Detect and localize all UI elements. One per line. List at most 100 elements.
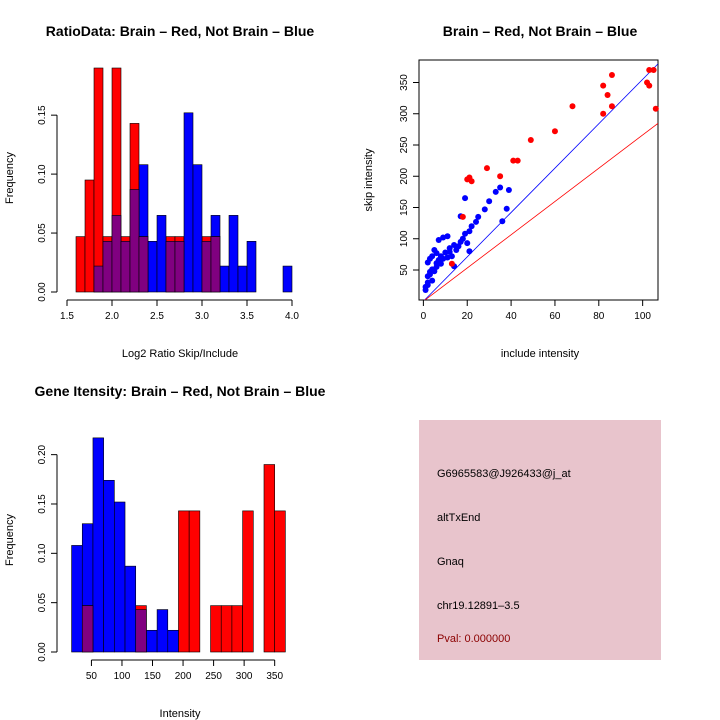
brain-point xyxy=(483,165,490,172)
brain-point xyxy=(468,178,475,185)
ratio-notbrain-bar xyxy=(192,164,203,293)
ratio-overlap-bar xyxy=(111,215,122,293)
not-brain-point xyxy=(446,245,453,252)
not-brain-point xyxy=(429,277,436,284)
ratio-notbrain-bar xyxy=(147,241,158,293)
brain-point xyxy=(646,82,653,89)
ratio-notbrain-bar xyxy=(219,265,230,293)
not-brain-point xyxy=(499,218,506,225)
ratio-notbrain-bar xyxy=(210,215,221,237)
ratio-overlap-bar xyxy=(102,241,113,293)
ratio-y-tick-label: 0.15 xyxy=(37,105,48,125)
ratio-overlap-bar xyxy=(120,241,131,293)
brain-point xyxy=(510,157,517,164)
scatter-x-tick-label: 100 xyxy=(634,311,651,322)
probe-id: G6965583@J926433@j_at xyxy=(437,468,571,480)
brain-point xyxy=(652,105,659,112)
brain-point xyxy=(604,92,611,98)
ratio-notbrain-bar xyxy=(237,265,248,293)
ratio-histogram-bars xyxy=(75,67,293,293)
intensity-brain-bar xyxy=(210,605,222,653)
scatter-ylabel: skip intensity xyxy=(363,148,375,211)
not-brain-fit-line xyxy=(424,63,658,300)
intensity-histogram-ylabel: Frequency xyxy=(4,514,16,566)
info-panel: G6965583@J926433@j_at altTxEnd Gnaq chr1… xyxy=(419,420,661,660)
scatter-y-tick-label: 100 xyxy=(399,230,410,247)
scatter-title: Brain – Red, Not Brain – Blue xyxy=(443,23,638,39)
not-brain-point xyxy=(503,205,510,212)
intensity-y-tick-label: 0.05 xyxy=(37,592,48,612)
not-brain-point xyxy=(486,198,493,205)
intensity-histogram: Gene Itensity: Brain – Red, Not Brain – … xyxy=(4,383,326,720)
not-brain-point xyxy=(492,188,499,195)
not-brain-point xyxy=(429,253,436,260)
ratio-overlap-bar xyxy=(201,241,212,293)
info-panel-background xyxy=(419,420,661,660)
intensity-y-tick-label: 0.00 xyxy=(37,642,48,662)
not-brain-point xyxy=(464,240,471,247)
intensity-x-tick-label: 100 xyxy=(114,671,131,682)
intensity-histogram-axes: 50 100 150 200 250 300 350 0.00 0.05 0.10 0.15 0.20 xyxy=(37,444,283,682)
intensity-histogram-title: Gene Itensity: Brain – Red, Not Brain – … xyxy=(35,383,326,399)
ratio-overlap-bar xyxy=(174,241,185,293)
intensity-x-tick-label: 350 xyxy=(266,671,283,682)
intensity-y-tick-label: 0.20 xyxy=(37,444,48,464)
not-brain-point xyxy=(444,233,451,240)
scatter-y-tick-label: 350 xyxy=(399,74,410,91)
scatter-x-tick-label: 80 xyxy=(593,311,605,322)
brain-point xyxy=(608,72,615,78)
intensity-overlap-bar xyxy=(135,609,147,653)
brain-point xyxy=(569,103,576,110)
scatter-plot-box xyxy=(418,59,659,301)
intensity-scatter: Brain – Red, Not Brain – Blue 0 20 40 60 80 1… xyxy=(363,23,659,360)
intensity-brain-bar xyxy=(231,605,243,653)
intensity-brain-bar xyxy=(274,510,286,653)
ratio-x-tick-label: 1.5 xyxy=(60,311,74,322)
intensity-x-tick-label: 300 xyxy=(236,671,253,682)
intensity-x-tick-label: 250 xyxy=(205,671,222,682)
ratio-overlap-bar xyxy=(210,236,221,293)
intensity-brain-bar xyxy=(178,510,190,653)
not-brain-point xyxy=(481,206,488,213)
ratio-notbrain-bar xyxy=(228,215,239,293)
ratio-notbrain-bar xyxy=(246,241,257,293)
brain-point xyxy=(608,103,615,110)
brain-point xyxy=(650,67,657,73)
brain-point xyxy=(600,82,607,89)
intensity-notbrain-bar xyxy=(81,523,94,606)
brain-point xyxy=(646,67,653,73)
not-brain-point xyxy=(424,259,431,266)
not-brain-point xyxy=(466,228,473,235)
intensity-y-tick-label: 0.15 xyxy=(37,494,48,514)
pvalue: Pval: 0.000000 xyxy=(437,633,510,645)
intensity-histogram-bars xyxy=(71,437,286,653)
not-brain-point xyxy=(473,218,480,225)
not-brain-point xyxy=(475,213,482,220)
ratio-x-tick-label: 3.0 xyxy=(195,311,209,322)
brain-point xyxy=(551,128,558,135)
ratio-notbrain-bar xyxy=(282,265,293,293)
brain-point xyxy=(514,157,521,164)
gene-symbol: Gnaq xyxy=(437,556,464,568)
intensity-notbrain-bar xyxy=(114,501,126,653)
ratio-histogram-title: RatioData: Brain – Red, Not Brain – Blue xyxy=(46,23,315,39)
intensity-notbrain-bar xyxy=(167,629,179,653)
ratio-overlap-bar xyxy=(165,241,176,293)
ratio-brain-bar xyxy=(75,236,86,293)
intensity-notbrain-bar xyxy=(92,437,104,653)
scatter-y-tick-label: 200 xyxy=(399,167,410,184)
ratio-notbrain-bar xyxy=(138,164,149,237)
not-brain-point xyxy=(448,253,455,260)
scatter-y-tick-label: 300 xyxy=(399,105,410,122)
scatter-y-tick-label: 50 xyxy=(399,264,410,276)
not-brain-point xyxy=(442,249,449,256)
intensity-notbrain-bar xyxy=(124,565,137,653)
ratio-y-tick-label: 0.05 xyxy=(37,223,48,243)
ratio-x-tick-label: 4.0 xyxy=(285,311,299,322)
brain-fit-line xyxy=(424,123,658,300)
intensity-brain-bar xyxy=(188,510,201,653)
ratio-brain-bar xyxy=(93,67,104,293)
intensity-notbrain-bar xyxy=(103,479,115,653)
intensity-notbrain-bar xyxy=(71,545,83,653)
